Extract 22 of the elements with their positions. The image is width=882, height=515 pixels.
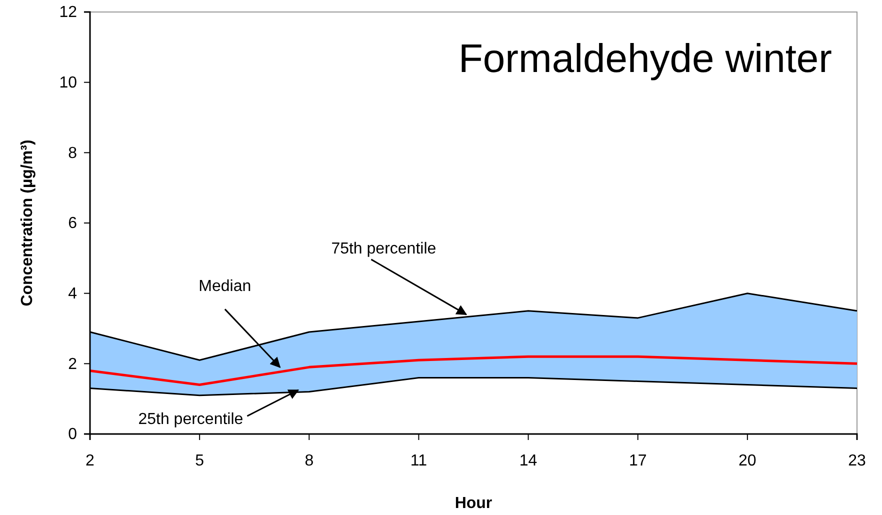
x-tick-label: 14 — [519, 452, 538, 470]
text: Formaldehyde winter — [458, 37, 832, 81]
y-tick-label: 12 — [59, 4, 78, 22]
x-axis-title: Hour — [454, 495, 492, 512]
line-series — [88, 355, 858, 386]
y-tick-label: 8 — [68, 144, 78, 162]
x-tick-label: 11 — [410, 452, 428, 470]
x-tick-label: 8 — [304, 452, 314, 470]
x-tick-label: 20 — [738, 452, 756, 470]
annotation: 25th percentile — [138, 411, 244, 428]
annotation: 75th percentile — [331, 240, 436, 258]
y-tick-label: 0 — [68, 426, 78, 444]
y-tick-label: 4 — [68, 285, 78, 302]
y-tick-label: 10 — [59, 74, 78, 92]
x-tick-label: 17 — [628, 452, 647, 470]
x-tick-label: 5 — [195, 452, 204, 470]
y-tick-label: 2 — [68, 356, 78, 373]
y-tick-label: 6 — [68, 215, 78, 232]
x-tick-label: 23 — [848, 452, 866, 470]
y-axis-title: Concentration (µg/m³) — [19, 140, 36, 306]
x-tick-label: 2 — [86, 452, 95, 470]
annotation: Median — [198, 278, 252, 296]
